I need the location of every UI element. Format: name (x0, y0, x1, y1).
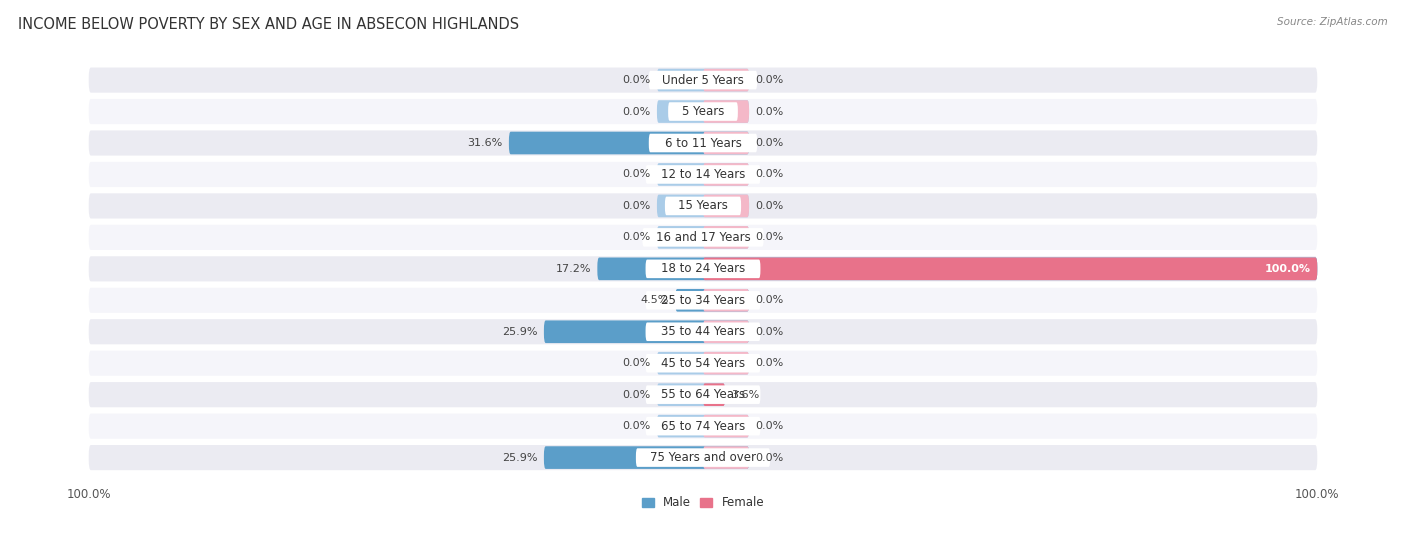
FancyBboxPatch shape (668, 102, 738, 121)
FancyBboxPatch shape (665, 196, 741, 215)
Text: Under 5 Years: Under 5 Years (662, 74, 744, 86)
FancyBboxPatch shape (598, 257, 1317, 280)
Legend: Male, Female: Male, Female (637, 492, 769, 514)
FancyBboxPatch shape (657, 163, 749, 186)
FancyBboxPatch shape (89, 350, 1317, 376)
FancyBboxPatch shape (89, 445, 1317, 470)
Text: 31.6%: 31.6% (467, 138, 503, 148)
Text: 0.0%: 0.0% (623, 421, 651, 431)
FancyBboxPatch shape (703, 352, 749, 374)
FancyBboxPatch shape (703, 100, 749, 123)
Text: 6 to 11 Years: 6 to 11 Years (665, 137, 741, 150)
Text: 45 to 54 Years: 45 to 54 Years (661, 357, 745, 370)
FancyBboxPatch shape (89, 225, 1317, 250)
FancyBboxPatch shape (703, 446, 749, 469)
FancyBboxPatch shape (645, 354, 761, 373)
FancyBboxPatch shape (544, 446, 749, 469)
Text: 100.0%: 100.0% (1265, 264, 1312, 274)
FancyBboxPatch shape (89, 193, 1317, 219)
FancyBboxPatch shape (509, 132, 749, 155)
Text: 0.0%: 0.0% (755, 75, 783, 85)
FancyBboxPatch shape (89, 162, 1317, 187)
FancyBboxPatch shape (703, 163, 749, 186)
FancyBboxPatch shape (657, 69, 749, 92)
FancyBboxPatch shape (645, 165, 761, 184)
Text: INCOME BELOW POVERTY BY SEX AND AGE IN ABSECON HIGHLANDS: INCOME BELOW POVERTY BY SEX AND AGE IN A… (18, 17, 519, 32)
Text: 0.0%: 0.0% (755, 453, 783, 463)
FancyBboxPatch shape (544, 320, 749, 343)
Text: 0.0%: 0.0% (623, 75, 651, 85)
Text: 0.0%: 0.0% (623, 358, 651, 368)
Text: 15 Years: 15 Years (678, 199, 728, 213)
Text: 0.0%: 0.0% (623, 107, 651, 117)
Text: 0.0%: 0.0% (623, 201, 651, 211)
Text: 0.0%: 0.0% (755, 358, 783, 368)
FancyBboxPatch shape (645, 417, 761, 435)
FancyBboxPatch shape (645, 386, 761, 404)
Text: 0.0%: 0.0% (755, 327, 783, 337)
FancyBboxPatch shape (657, 100, 749, 123)
Text: 16 and 17 Years: 16 and 17 Years (655, 231, 751, 244)
Text: 0.0%: 0.0% (755, 201, 783, 211)
FancyBboxPatch shape (89, 256, 1317, 281)
FancyBboxPatch shape (643, 228, 763, 247)
FancyBboxPatch shape (89, 131, 1317, 156)
Text: 55 to 64 Years: 55 to 64 Years (661, 388, 745, 401)
Text: 5 Years: 5 Years (682, 105, 724, 118)
Text: Source: ZipAtlas.com: Source: ZipAtlas.com (1277, 17, 1388, 27)
FancyBboxPatch shape (703, 195, 749, 217)
FancyBboxPatch shape (657, 226, 749, 249)
FancyBboxPatch shape (648, 71, 758, 89)
Text: 0.0%: 0.0% (623, 232, 651, 242)
FancyBboxPatch shape (89, 319, 1317, 344)
FancyBboxPatch shape (657, 352, 749, 374)
FancyBboxPatch shape (645, 259, 761, 278)
Text: 0.0%: 0.0% (623, 389, 651, 400)
FancyBboxPatch shape (703, 415, 749, 437)
FancyBboxPatch shape (657, 195, 749, 217)
Text: 0.0%: 0.0% (755, 421, 783, 431)
FancyBboxPatch shape (89, 68, 1317, 93)
FancyBboxPatch shape (89, 288, 1317, 313)
Text: 3.6%: 3.6% (731, 389, 759, 400)
FancyBboxPatch shape (89, 413, 1317, 439)
FancyBboxPatch shape (703, 226, 749, 249)
FancyBboxPatch shape (657, 383, 725, 406)
Text: 0.0%: 0.0% (623, 170, 651, 180)
FancyBboxPatch shape (645, 323, 761, 341)
Text: 0.0%: 0.0% (755, 138, 783, 148)
FancyBboxPatch shape (703, 383, 725, 406)
Text: 18 to 24 Years: 18 to 24 Years (661, 262, 745, 275)
FancyBboxPatch shape (657, 415, 749, 437)
FancyBboxPatch shape (645, 291, 761, 310)
Text: 75 Years and over: 75 Years and over (650, 451, 756, 464)
Text: 0.0%: 0.0% (755, 170, 783, 180)
Text: 0.0%: 0.0% (755, 232, 783, 242)
FancyBboxPatch shape (703, 69, 749, 92)
Text: 25.9%: 25.9% (502, 453, 537, 463)
Text: 25 to 34 Years: 25 to 34 Years (661, 294, 745, 307)
Text: 35 to 44 Years: 35 to 44 Years (661, 325, 745, 338)
Text: 65 to 74 Years: 65 to 74 Years (661, 420, 745, 432)
FancyBboxPatch shape (703, 320, 749, 343)
FancyBboxPatch shape (89, 99, 1317, 124)
FancyBboxPatch shape (636, 448, 770, 467)
Text: 12 to 14 Years: 12 to 14 Years (661, 168, 745, 181)
FancyBboxPatch shape (703, 132, 749, 155)
FancyBboxPatch shape (648, 134, 758, 152)
FancyBboxPatch shape (703, 289, 749, 311)
Text: 0.0%: 0.0% (755, 295, 783, 305)
FancyBboxPatch shape (675, 289, 749, 311)
Text: 4.5%: 4.5% (641, 295, 669, 305)
FancyBboxPatch shape (89, 382, 1317, 407)
FancyBboxPatch shape (703, 257, 1317, 280)
Text: 17.2%: 17.2% (555, 264, 591, 274)
Text: 25.9%: 25.9% (502, 327, 537, 337)
Text: 0.0%: 0.0% (755, 107, 783, 117)
